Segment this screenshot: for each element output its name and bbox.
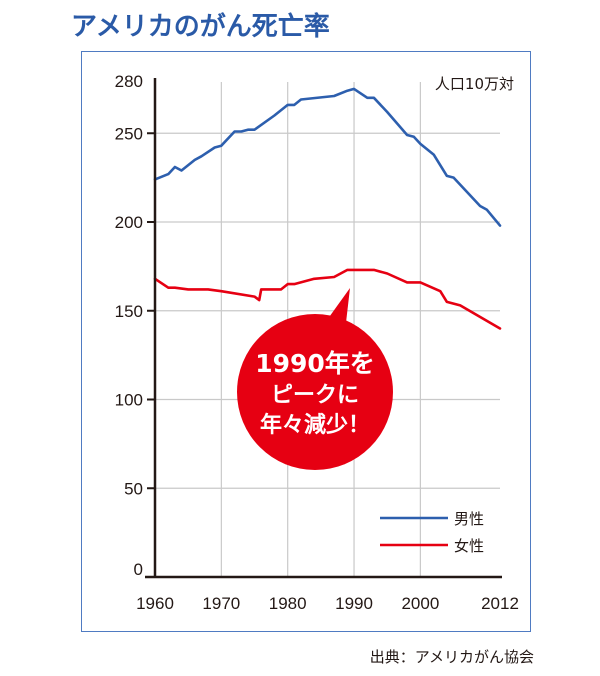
x-tick-label: 1990 — [335, 594, 373, 613]
x-tick-label: 1970 — [202, 594, 240, 613]
female-line — [153, 268, 502, 330]
data-series — [153, 87, 502, 330]
y-tick-label: 280 — [115, 72, 143, 91]
y-tick-label: 200 — [115, 213, 143, 232]
callout-text-line: 1990年を — [255, 349, 375, 378]
legend-label: 男性 — [454, 510, 484, 528]
y-tick-label: 250 — [115, 124, 143, 143]
axes: 0 50 100 150 200 250 280 1960 1970 1980 1990 2000 20… — [115, 72, 519, 613]
y-tick-label: 0 — [134, 560, 143, 579]
x-tick-label: 2012 — [481, 594, 519, 613]
callout-text-line: 年々減少！ — [260, 412, 370, 438]
male-line — [153, 87, 502, 227]
chart-frame — [81, 51, 531, 632]
legend-label: 女性 — [454, 537, 484, 555]
unit-label: 人口10万対 — [435, 75, 514, 93]
callout-circle — [237, 314, 393, 470]
x-tick-label: 1980 — [269, 594, 307, 613]
source-note: 出典：アメリカがん協会 — [369, 648, 534, 666]
gridlines — [155, 82, 500, 577]
x-tick-label: 2000 — [401, 594, 439, 613]
x-tick-label: 1960 — [136, 594, 174, 613]
y-tick-label: 150 — [115, 302, 143, 321]
y-tick-label: 50 — [124, 479, 143, 498]
chart-title: アメリカのがん死亡率 — [71, 12, 330, 42]
y-tick-label: 100 — [115, 391, 143, 410]
callout-text-line: ピークに — [271, 383, 359, 408]
